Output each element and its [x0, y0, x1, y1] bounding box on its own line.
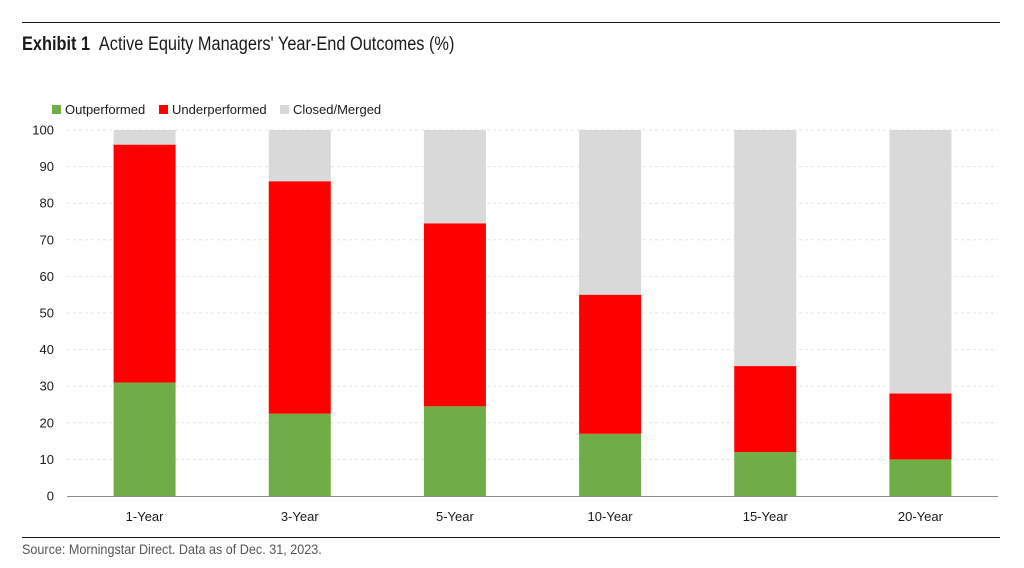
- bar-underperformed: [113, 144, 176, 383]
- bar-closed-merged: [579, 130, 642, 295]
- bar-outperformed: [268, 413, 331, 496]
- bottom-rule: [22, 537, 1000, 538]
- axes: 0 10 20 30 40 50 60 70 80 90 100 1-Year 3-Year 5-Year…: [32, 123, 998, 524]
- legend: Outperformed Underperformed Closed/Merged: [52, 102, 381, 117]
- x-tick-label: 20-Year: [898, 509, 944, 524]
- bar-closed-merged: [889, 130, 952, 394]
- y-tick-label: 50: [40, 306, 54, 321]
- y-tick-label: 90: [40, 159, 54, 174]
- bar-closed-merged: [734, 130, 797, 367]
- bar-underperformed: [889, 393, 952, 460]
- bar-closed-merged: [423, 130, 486, 224]
- y-tick-label: 30: [40, 379, 54, 394]
- exhibit-label: Exhibit 1: [22, 34, 91, 55]
- y-tick-label: 60: [40, 269, 54, 284]
- source-note: Source: Morningstar Direct. Data as of D…: [22, 541, 322, 557]
- y-tick-label: 70: [40, 232, 54, 247]
- top-rule: [22, 22, 1000, 23]
- x-tick-label: 3-Year: [281, 509, 319, 524]
- legend-label: Closed/Merged: [293, 102, 381, 117]
- x-tick-label: 5-Year: [436, 509, 474, 524]
- legend-swatch: [159, 105, 168, 114]
- title-text: Active Equity Managers' Year-End Outcome…: [98, 34, 455, 55]
- legend-label: Underperformed: [172, 102, 267, 117]
- y-tick-label: 20: [40, 415, 54, 430]
- bars: [113, 130, 952, 496]
- bar-outperformed: [889, 459, 952, 496]
- bar-outperformed: [734, 452, 797, 496]
- bar-underperformed: [734, 366, 797, 453]
- bar-outperformed: [423, 406, 486, 496]
- chart-title: Exhibit 1 Active Equity Managers' Year-E…: [22, 34, 454, 56]
- bar-outperformed: [113, 382, 176, 496]
- x-tick-label: 15-Year: [743, 509, 789, 524]
- y-tick-label: 10: [40, 452, 54, 467]
- y-tick-label: 0: [47, 489, 54, 504]
- bar-outperformed: [579, 433, 642, 496]
- y-tick-label: 40: [40, 342, 54, 357]
- x-tick-label: 1-Year: [126, 509, 164, 524]
- legend-swatch: [280, 105, 289, 114]
- y-tick-label: 80: [40, 196, 54, 211]
- bar-underperformed: [579, 294, 642, 434]
- bar-closed-merged: [113, 130, 176, 145]
- bar-underperformed: [268, 181, 331, 414]
- legend-swatch: [52, 105, 61, 114]
- grid-lines: [67, 129, 998, 460]
- x-tick-label: 10-Year: [588, 509, 634, 524]
- legend-label: Outperformed: [65, 102, 145, 117]
- bar-underperformed: [423, 223, 486, 407]
- bar-closed-merged: [268, 130, 331, 182]
- y-tick-label: 100: [32, 123, 54, 138]
